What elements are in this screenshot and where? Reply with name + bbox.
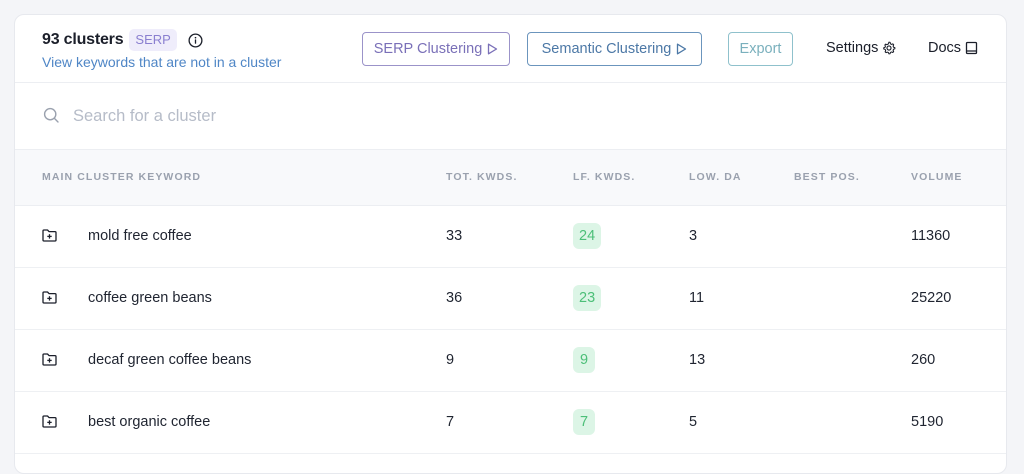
table-row[interactable]: mold free coffee 33 24 3 11360	[15, 206, 1006, 268]
column-header-best-pos[interactable]: Best Pos.	[794, 171, 860, 183]
low-da-value: 5	[689, 414, 698, 430]
play-triangle-icon	[676, 43, 687, 55]
folder-plus-icon[interactable]	[42, 415, 57, 433]
tot-kwds-value: 9	[446, 352, 455, 368]
volume-value: 25220	[911, 290, 952, 306]
settings-label: Settings	[826, 40, 879, 56]
lf-kwds-badge: 24	[573, 223, 602, 249]
column-header-low-da[interactable]: Low. DA	[689, 171, 742, 183]
column-header-tot-kwds[interactable]: Tot. Kwds.	[446, 171, 518, 183]
gear-icon	[882, 41, 896, 55]
folder-plus-icon[interactable]	[42, 353, 57, 371]
tot-kwds-value: 7	[446, 414, 455, 430]
settings-button[interactable]: Settings	[826, 40, 896, 56]
volume-value: 260	[911, 352, 936, 368]
book-icon	[965, 41, 978, 55]
tot-kwds-value: 36	[446, 290, 463, 306]
cluster-keyword[interactable]: best organic coffee	[88, 414, 211, 430]
clusters-card: 93 clusters SERP View keywords that are …	[14, 14, 1007, 474]
cluster-keyword[interactable]: mold free coffee	[88, 228, 192, 244]
column-header-lf-kwds[interactable]: LF. Kwds.	[573, 171, 636, 183]
title-row: 93 clusters SERP	[42, 29, 203, 51]
export-button[interactable]: Export	[728, 32, 793, 66]
view-unclustered-keywords-link[interactable]: View keywords that are not in a cluster	[42, 54, 282, 70]
volume-value: 5190	[911, 414, 944, 430]
table-row[interactable]: decaf green coffee beans 9 9 13 260	[15, 330, 1006, 392]
volume-value: 11360	[911, 228, 951, 244]
info-circle-icon[interactable]	[188, 32, 203, 48]
table-header: Main Cluster Keyword Tot. Kwds. LF. Kwds…	[15, 150, 1006, 206]
serp-clustering-button[interactable]: SERP Clustering	[362, 32, 510, 66]
lf-kwds-badge: 23	[573, 285, 602, 311]
cluster-keyword[interactable]: decaf green coffee beans	[88, 352, 252, 368]
docs-button[interactable]: Docs	[928, 40, 978, 56]
low-da-value: 3	[689, 228, 698, 244]
folder-plus-icon[interactable]	[42, 291, 57, 309]
clusters-header: 93 clusters SERP View keywords that are …	[15, 15, 1006, 83]
play-triangle-icon	[487, 43, 498, 55]
lf-kwds-badge: 7	[573, 409, 595, 435]
lf-kwds-badge: 9	[573, 347, 595, 373]
search-icon	[43, 107, 60, 129]
tot-kwds-value: 33	[446, 228, 463, 244]
column-header-volume[interactable]: Volume	[911, 171, 963, 183]
column-header-main-cluster-keyword[interactable]: Main Cluster Keyword	[42, 171, 202, 183]
cluster-keyword[interactable]: coffee green beans	[88, 290, 212, 306]
table-row[interactable]: coffee green beans 36 23 11 25220	[15, 268, 1006, 330]
folder-plus-icon[interactable]	[42, 229, 57, 247]
serp-badge: SERP	[129, 29, 177, 51]
cluster-search-bar	[15, 83, 1006, 150]
serp-clustering-label: SERP Clustering	[373, 41, 483, 57]
low-da-value: 11	[689, 290, 705, 306]
low-da-value: 13	[689, 352, 706, 368]
clusters-count-title: 93 clusters	[42, 31, 124, 48]
semantic-clustering-button[interactable]: Semantic Clustering	[527, 32, 702, 66]
cluster-search-input[interactable]	[73, 103, 673, 129]
docs-label: Docs	[928, 40, 962, 56]
semantic-clustering-label: Semantic Clustering	[541, 41, 672, 57]
table-row[interactable]: best organic coffee 7 7 5 5190	[15, 392, 1006, 454]
